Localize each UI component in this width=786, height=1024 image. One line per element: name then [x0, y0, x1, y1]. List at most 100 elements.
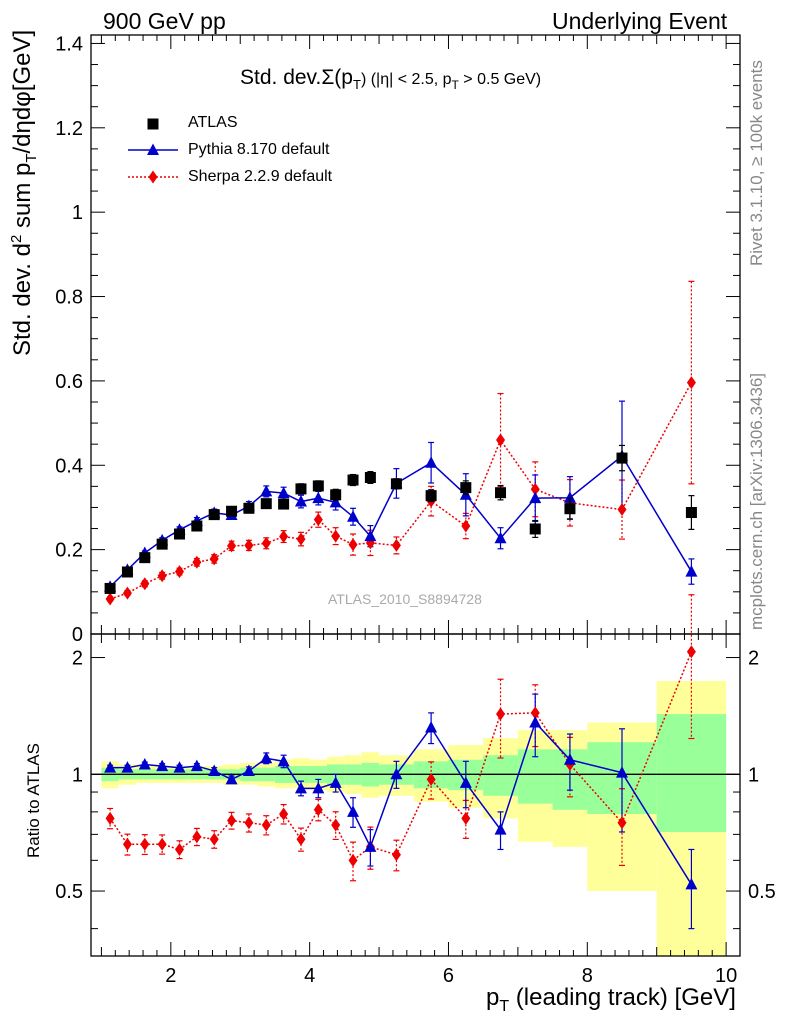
sherpa-ratio-point — [496, 707, 506, 721]
atlas-point — [139, 552, 151, 564]
sherpa-ratio-point — [157, 837, 167, 851]
sherpa-point — [157, 569, 167, 583]
main-y-tick-label: 0.8 — [55, 287, 83, 309]
legend-label-sherpa: Sherpa 2.2.9 default — [188, 168, 333, 185]
sherpa-ratio-point — [331, 818, 341, 832]
x-tick-label: 8 — [582, 965, 593, 987]
ratio-y-tick-label-right: 1 — [748, 764, 759, 786]
axes: 2 4 6 8 10 0 0.2 0.4 0.6 0.8 1 1.2 1.4 0.5 0.5 1 1 2 2 — [55, 33, 776, 987]
pythia-point — [425, 456, 438, 468]
sherpa-point — [461, 519, 471, 533]
atlas-point — [364, 472, 376, 484]
ratio-band-inner — [483, 755, 518, 796]
sherpa-point — [686, 376, 696, 390]
ratio-y-tick-label: 0.5 — [55, 881, 83, 903]
pythia-ratio-point — [329, 776, 342, 788]
pythia-ratio-point — [294, 781, 307, 794]
sherpa-point — [209, 552, 219, 566]
pythia-ratio-point — [208, 764, 221, 776]
pythia-point — [260, 484, 273, 497]
pythia-ratio-point — [104, 761, 117, 773]
x-tick-label: 10 — [715, 965, 737, 987]
pythia-point — [563, 491, 576, 503]
ratio-band-inner — [517, 749, 553, 804]
sherpa-point — [140, 577, 150, 591]
sherpa-point — [244, 538, 254, 552]
sherpa-point — [530, 482, 540, 496]
main-y-tick-label: 0.2 — [55, 540, 83, 562]
atlas-point — [208, 509, 220, 521]
atlas-point — [330, 489, 342, 501]
pythia-ratio-point — [459, 776, 472, 788]
atlas-point — [174, 528, 185, 540]
pythia-point — [685, 565, 698, 577]
pythia-ratio-point — [390, 767, 403, 780]
sherpa-point — [296, 532, 306, 546]
sherpa-ratio-point — [122, 837, 132, 851]
atlas-point — [243, 502, 255, 514]
sherpa-point — [105, 592, 115, 606]
sherpa-ratio-point — [461, 811, 471, 825]
atlas-point — [425, 490, 437, 502]
pythia-point — [294, 495, 307, 507]
sherpa-point — [313, 513, 323, 527]
pythia-ratio-point — [529, 715, 542, 728]
sherpa-ratio-point — [140, 837, 150, 851]
ratio-panel-border — [90, 633, 741, 957]
ratio-y-tick-label: 2 — [72, 648, 83, 670]
sherpa-point — [261, 536, 271, 550]
legend-marker-sherpa — [148, 170, 158, 184]
sherpa-point — [227, 539, 237, 553]
main-y-tick-label: 1.4 — [55, 33, 83, 55]
sherpa-ratio-point — [192, 830, 202, 844]
x-tick-label: 2 — [165, 965, 176, 987]
ratio-y-tick-label: 1 — [72, 764, 83, 786]
sherpa-ratio-point — [209, 832, 219, 846]
sherpa-point — [279, 530, 289, 544]
pythia-ratio-point — [260, 751, 273, 764]
pythia-point — [347, 510, 360, 522]
atlas-point — [260, 498, 272, 510]
atlas-point — [460, 482, 472, 494]
pythia-ratio-point — [347, 805, 360, 817]
pythia-point — [329, 495, 342, 508]
pythia-ratio-point — [364, 840, 377, 852]
sherpa-ratio-point — [348, 853, 358, 867]
atlas-point — [616, 452, 628, 464]
ratio-y-tick-label-right: 2 — [748, 648, 759, 670]
pythia-ratio-point — [242, 764, 255, 776]
main-y-tick-label: 0 — [72, 624, 83, 646]
header-right: Underlying Event — [552, 8, 728, 34]
pythia-point — [494, 531, 507, 544]
sherpa-ratio-point — [261, 818, 271, 832]
main-y-tick-label: 0.6 — [55, 371, 83, 393]
atlas-point — [685, 507, 697, 519]
pythia-ratio-point — [121, 761, 134, 773]
main-y-tick-label: 1.2 — [55, 118, 83, 140]
atlas-point — [529, 523, 541, 535]
sherpa-point — [331, 529, 341, 543]
sherpa-ratio-point — [313, 803, 323, 817]
sherpa-ratio-point — [227, 814, 237, 828]
atlas-point — [390, 478, 402, 490]
pythia-point — [277, 486, 290, 499]
pythia-ratio-point — [225, 772, 238, 785]
sherpa-point — [192, 555, 202, 569]
x-tick-label: 4 — [304, 965, 315, 987]
ratio-band-inner — [656, 714, 727, 832]
ratio-y-tick-label-right: 0.5 — [748, 881, 776, 903]
pythia-ratio-point — [425, 721, 438, 733]
atlas-point — [156, 538, 168, 550]
sherpa-point — [175, 565, 184, 579]
x-tick-label: 6 — [443, 965, 454, 987]
atlas-point — [312, 480, 324, 492]
legend-label-atlas: ATLAS — [188, 114, 238, 131]
atlas-point — [121, 566, 133, 578]
sherpa-ratio-point — [105, 811, 115, 825]
pythia-ratio-point — [156, 759, 169, 772]
sherpa-ratio-point — [244, 816, 254, 830]
sherpa-ratio-point — [686, 645, 696, 659]
pythia-ratio-point — [190, 759, 203, 772]
main-panel-border — [90, 34, 741, 635]
